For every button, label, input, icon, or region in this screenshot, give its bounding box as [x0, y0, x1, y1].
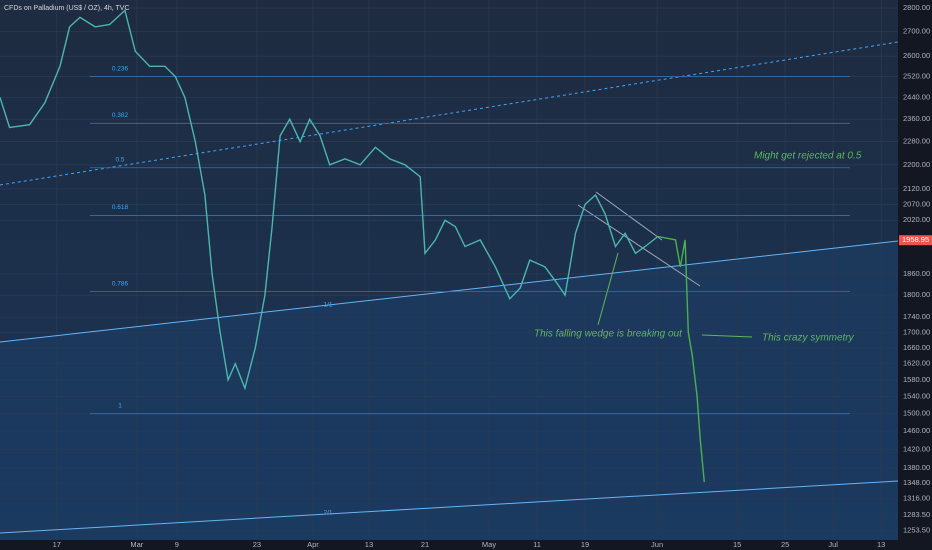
- arrow: [597, 252, 619, 326]
- x-tick-label: 11: [533, 540, 541, 549]
- y-tick-label: 2020.00: [903, 215, 930, 224]
- fib-label: 0.786: [112, 280, 129, 287]
- y-tick-label: 2440.00: [903, 92, 930, 101]
- annotation: Might get rejected at 0.5: [754, 151, 862, 162]
- y-tick-label: 2120.00: [903, 184, 930, 193]
- fib-label: 0.5: [115, 156, 124, 163]
- last-price-box: [899, 235, 932, 246]
- annotation: This crazy symmetry: [762, 333, 855, 344]
- x-tick-label: 9: [175, 540, 179, 549]
- y-tick-label: 1580.00: [903, 375, 930, 384]
- y-tick-label: 1253.50: [903, 525, 930, 534]
- fib-label: 0.236: [112, 65, 129, 72]
- x-tick-label: May: [482, 540, 496, 549]
- y-tick-label: 1500.00: [903, 409, 930, 418]
- x-tick-label: Apr: [307, 540, 319, 549]
- x-tick-label: 13: [877, 540, 885, 549]
- x-tick-label: 23: [253, 540, 261, 549]
- y-tick-label: 1460.00: [903, 426, 930, 435]
- x-tick-label: 21: [421, 540, 429, 549]
- y-tick-label: 1740.00: [903, 312, 930, 321]
- x-tick-label: 13: [365, 540, 373, 549]
- price-line: [0, 9, 659, 391]
- y-tick-label: 1540.00: [903, 392, 930, 401]
- price-line: [657, 235, 705, 483]
- y-tick-label: 1620.00: [903, 359, 930, 368]
- x-tick-label: 15: [733, 540, 741, 549]
- price-axis: [898, 0, 932, 550]
- x-tick-label: 19: [581, 540, 589, 549]
- x-tick-label: 25: [781, 540, 789, 549]
- y-tick-label: 2800.00: [903, 3, 930, 12]
- grid: [0, 0, 898, 540]
- y-tick-label: 2280.00: [903, 137, 930, 146]
- fib-label: 0.382: [112, 112, 129, 119]
- fib-label: 1: [118, 402, 122, 409]
- fan-label: 2/1: [323, 510, 332, 517]
- arrow: [701, 334, 753, 338]
- y-tick-label: 2200.00: [903, 160, 930, 169]
- last-price-label: 1958.95: [902, 235, 929, 244]
- y-tick-label: 2360.00: [903, 114, 930, 123]
- y-tick-label: 1660.00: [903, 343, 930, 352]
- y-tick-label: 1316.00: [903, 494, 930, 503]
- trend-line: [0, 480, 899, 534]
- wedge-line: [595, 191, 663, 241]
- chart-title: CFDs on Palladium (US$ / OZ), 4h, TVC: [4, 5, 130, 12]
- y-tick-label: 1860.00: [903, 269, 930, 278]
- trend-line-dashed: [0, 41, 899, 186]
- y-tick-label: 2520.00: [903, 72, 930, 81]
- x-tick-label: Jun: [651, 540, 663, 549]
- time-axis: [0, 540, 898, 550]
- y-tick-label: 1380.00: [903, 463, 930, 472]
- y-tick-label: 2070.00: [903, 199, 930, 208]
- annotation: This falling wedge is breaking out: [534, 329, 683, 340]
- fib-label: 0.618: [112, 204, 129, 211]
- y-tick-label: 1420.00: [903, 444, 930, 453]
- x-tick-label: Mar: [130, 540, 143, 549]
- x-tick-label: Jul: [828, 540, 838, 549]
- x-tick-label: 17: [53, 540, 61, 549]
- wedge-line: [577, 204, 701, 287]
- y-tick-label: 1283.50: [903, 510, 930, 519]
- y-tick-label: 2600.00: [903, 51, 930, 60]
- y-tick-label: 1700.00: [903, 327, 930, 336]
- y-tick-label: 1800.00: [903, 290, 930, 299]
- fan-label: 1/1: [323, 302, 332, 309]
- channel-fill: [0, 241, 898, 540]
- y-tick-label: 1348.00: [903, 478, 930, 487]
- y-tick-label: 2700.00: [903, 27, 930, 36]
